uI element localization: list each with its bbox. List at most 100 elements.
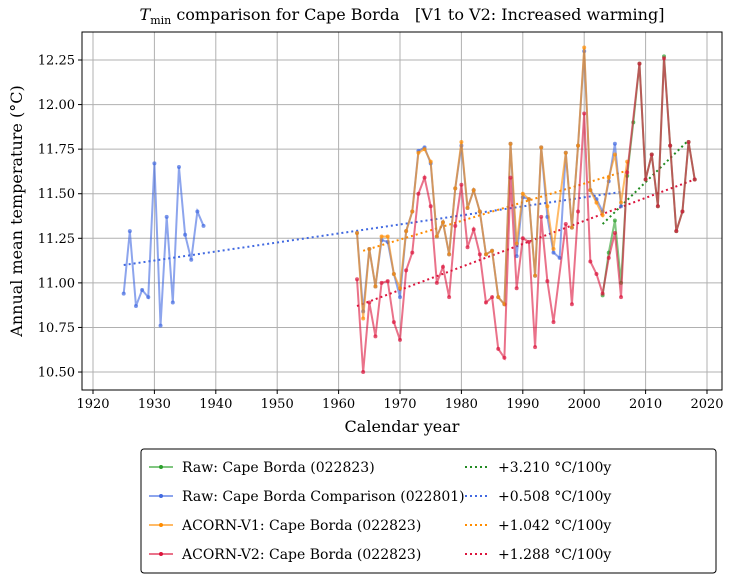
data-point	[533, 345, 538, 350]
data-point	[410, 250, 415, 255]
data-point	[545, 279, 550, 284]
data-point	[606, 255, 611, 260]
data-point	[447, 295, 452, 300]
x-tick-label: 1980	[445, 397, 478, 412]
legend-trend-label-3: +1.288 °C/100y	[498, 547, 611, 563]
data-point	[471, 188, 476, 193]
data-point	[551, 246, 556, 251]
data-point	[428, 159, 433, 164]
data-point	[373, 334, 378, 339]
data-point	[526, 239, 531, 244]
x-axis-label: Calendar year	[345, 417, 460, 436]
data-point	[483, 300, 488, 305]
data-point	[551, 320, 556, 325]
data-point	[355, 230, 360, 235]
data-point	[176, 164, 181, 169]
data-point	[404, 268, 409, 273]
data-point	[563, 222, 568, 227]
data-point	[453, 223, 458, 228]
data-point	[201, 223, 206, 228]
x-tick-label: 1970	[383, 397, 416, 412]
data-point	[434, 234, 439, 239]
trend-line-1	[123, 190, 622, 267]
data-point	[379, 234, 384, 239]
data-point	[612, 230, 617, 235]
data-point	[385, 234, 390, 239]
data-point	[477, 209, 482, 214]
chart-title: Tmin comparison for Cape Borda [V1 to V2…	[140, 5, 665, 27]
data-point	[477, 252, 482, 257]
series-line-3	[356, 58, 696, 373]
data-point	[680, 209, 685, 214]
data-point	[483, 252, 488, 257]
series-lines	[121, 45, 697, 375]
data-point	[539, 214, 544, 219]
data-point	[373, 284, 378, 289]
trend-line-0	[601, 139, 690, 225]
data-point	[668, 143, 673, 148]
data-point	[440, 220, 445, 225]
data-point	[502, 355, 507, 360]
data-point	[612, 141, 617, 146]
data-point	[600, 213, 605, 218]
data-point	[379, 280, 384, 285]
legend-trend-label-0: +3.210 °C/100y	[498, 460, 611, 476]
data-point	[569, 302, 574, 307]
data-point	[440, 264, 445, 269]
data-point	[398, 337, 402, 342]
legend-label-1: Raw: Cape Borda Comparison (022801)	[182, 489, 465, 505]
legend-marker-2	[159, 523, 163, 527]
data-point	[539, 145, 544, 150]
data-point	[385, 279, 390, 284]
data-point	[520, 236, 525, 241]
data-point	[189, 257, 194, 262]
data-point	[459, 182, 464, 187]
legend-box	[140, 448, 717, 574]
trend-line-2	[362, 169, 628, 252]
data-point	[391, 271, 396, 276]
data-point	[686, 140, 691, 145]
data-point	[447, 252, 452, 257]
data-point	[490, 295, 495, 300]
y-tick-label: 11.50	[38, 187, 75, 202]
data-point	[471, 227, 476, 232]
legend-marker-0	[159, 465, 163, 469]
data-point	[146, 295, 151, 300]
legend-label-3: ACORN-V2: Cape Borda (022823)	[181, 547, 421, 563]
data-point	[422, 147, 427, 152]
data-point	[490, 248, 495, 253]
data-point	[619, 295, 624, 300]
data-point	[158, 323, 163, 328]
ticks: 1920 1930 1940 1950 1960 1970 1980 1990 2000 2010…	[38, 54, 724, 413]
y-tick-label: 11.25	[38, 232, 75, 247]
data-point	[416, 191, 421, 196]
data-point	[140, 288, 145, 293]
data-point	[588, 188, 593, 193]
data-point	[526, 197, 531, 202]
x-tick-label: 1950	[261, 397, 294, 412]
data-point	[170, 300, 175, 305]
x-tick-label: 2010	[629, 397, 662, 412]
data-point	[582, 111, 587, 116]
data-point	[164, 214, 169, 219]
data-point	[195, 209, 200, 214]
data-point	[361, 316, 366, 321]
data-point	[121, 291, 126, 296]
legend-label-2: ACORN-V1: Cape Borda (022823)	[181, 518, 421, 534]
data-point	[674, 229, 679, 234]
data-point	[643, 177, 648, 182]
x-tick-label: 2020	[690, 397, 723, 412]
data-point	[398, 286, 402, 291]
data-point	[551, 250, 556, 255]
data-point	[612, 218, 617, 223]
trend-lines	[123, 139, 696, 307]
series-line-2	[356, 47, 629, 319]
x-tick-label: 1940	[199, 397, 232, 412]
data-point	[606, 175, 611, 180]
data-point	[619, 200, 624, 205]
data-point	[428, 204, 433, 209]
data-point	[152, 161, 157, 166]
data-point	[361, 370, 366, 375]
data-point	[127, 229, 132, 234]
